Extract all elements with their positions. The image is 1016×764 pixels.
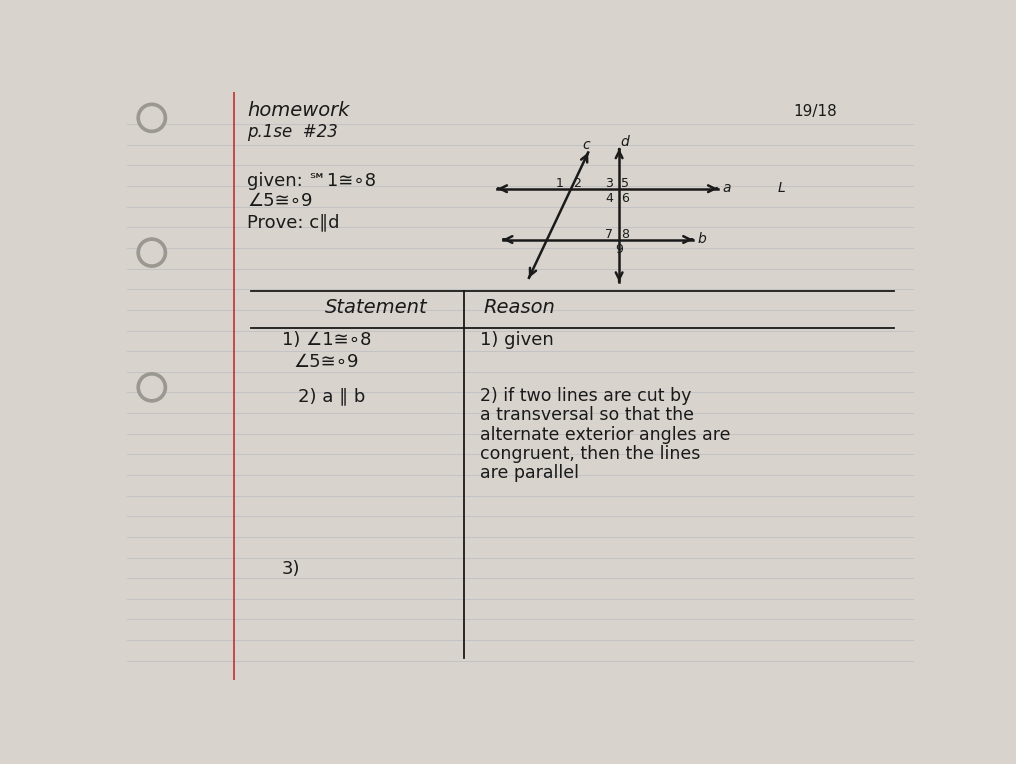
Circle shape [137,373,167,402]
Text: L: L [778,181,785,195]
Text: are parallel: are parallel [480,465,579,482]
Text: 8: 8 [621,228,629,241]
Text: 3: 3 [606,177,613,190]
Text: alternate exterior angles are: alternate exterior angles are [480,426,731,444]
Circle shape [141,241,163,264]
Text: 9: 9 [616,243,623,256]
Text: p.1se  #23: p.1se #23 [247,123,338,141]
Text: homework: homework [247,102,350,120]
Text: a: a [722,181,731,195]
Text: 4: 4 [606,192,613,205]
Circle shape [141,377,163,398]
Circle shape [137,103,167,132]
Text: given: ℠1≅∘8: given: ℠1≅∘8 [247,172,376,189]
Text: 1) given: 1) given [480,331,554,349]
Text: 1) ∠1≅∘8: 1) ∠1≅∘8 [282,331,372,349]
Text: 1: 1 [556,177,564,190]
Text: 2) a ∥ b: 2) a ∥ b [298,387,365,405]
Text: 2: 2 [573,177,581,190]
Text: d: d [621,134,630,148]
Circle shape [141,107,163,129]
Text: congruent, then the lines: congruent, then the lines [480,445,700,463]
Text: ∠5≅∘9: ∠5≅∘9 [294,352,359,371]
Text: c: c [583,138,590,152]
Text: Statement: Statement [325,298,428,316]
Text: 7: 7 [606,228,614,241]
Text: ∠5≅∘9: ∠5≅∘9 [247,193,313,210]
Text: Reason: Reason [484,298,556,316]
Text: a transversal so that the: a transversal so that the [480,406,694,425]
Text: 6: 6 [621,192,629,205]
Text: Prove: c∥d: Prove: c∥d [247,213,339,231]
Text: 3): 3) [282,560,301,578]
Text: 5: 5 [621,177,629,190]
Circle shape [137,238,167,267]
Text: b: b [697,231,706,245]
Text: 19/18: 19/18 [793,105,837,119]
Text: 2) if two lines are cut by: 2) if two lines are cut by [480,387,691,405]
